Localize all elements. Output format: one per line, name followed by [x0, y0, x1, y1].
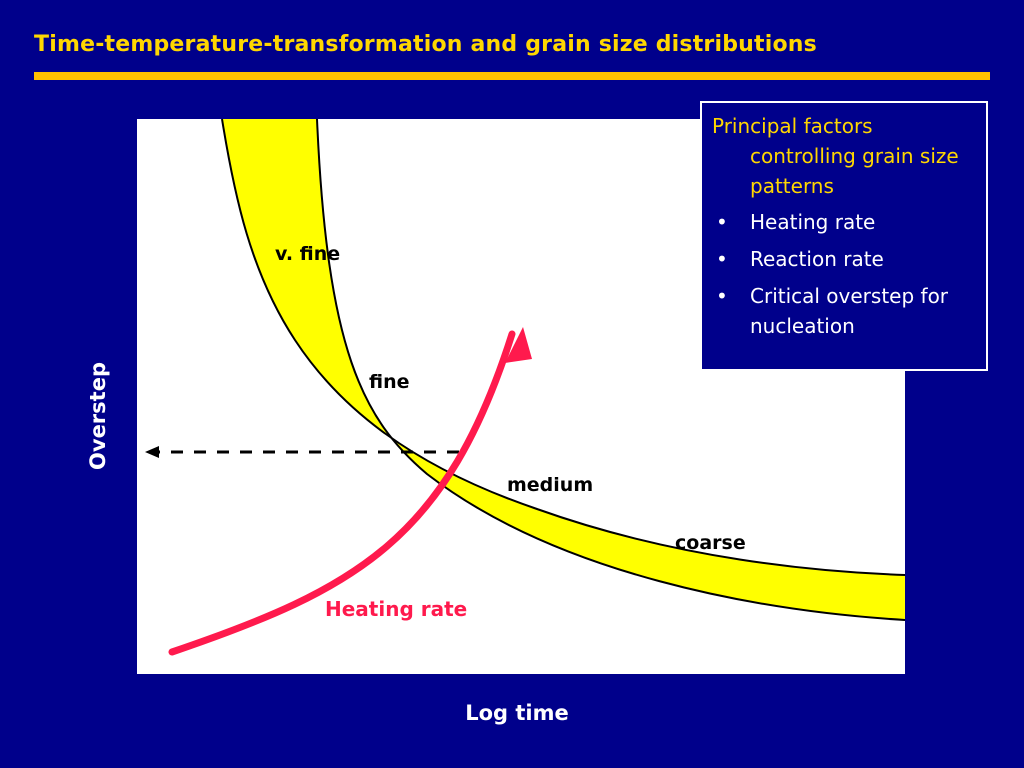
band-label-coarse: coarse: [675, 532, 746, 554]
band-upper-boundary: [221, 119, 905, 576]
bullet-icon: •: [716, 247, 728, 271]
list-item: • Critical overstep for nucleation: [712, 281, 978, 341]
band-label-fine: fine: [369, 371, 410, 393]
list-item-text: Heating rate: [750, 210, 876, 234]
heating-rate-arrowhead: [505, 327, 532, 363]
band-lower-boundary: [316, 119, 905, 621]
y-axis-label: Overstep: [86, 362, 110, 470]
factors-heading: Principal factors controlling grain size…: [712, 114, 959, 198]
title-divider: [34, 72, 990, 80]
list-item-text: Reaction rate: [750, 247, 884, 271]
transformation-band: [222, 119, 905, 620]
slide-title: Time-temperature-transformation and grai…: [34, 32, 817, 57]
band-label-very-fine: v. fine: [275, 243, 340, 265]
x-axis-label: Log time: [465, 701, 569, 725]
factors-box: Principal factors controlling grain size…: [700, 101, 988, 371]
list-item: • Heating rate: [712, 207, 978, 237]
list-item: • Reaction rate: [712, 244, 978, 274]
bullet-icon: •: [716, 210, 728, 234]
heating-rate-label: Heating rate: [325, 597, 467, 621]
bullet-icon: •: [716, 284, 728, 308]
list-item-text: Critical overstep for nucleation: [750, 284, 949, 338]
factors-list: • Heating rate • Reaction rate • Critical o…: [712, 207, 978, 341]
heating-rate-arrow: [168, 330, 516, 656]
band-label-medium: medium: [507, 474, 593, 496]
overstep-arrowhead: [145, 446, 159, 458]
